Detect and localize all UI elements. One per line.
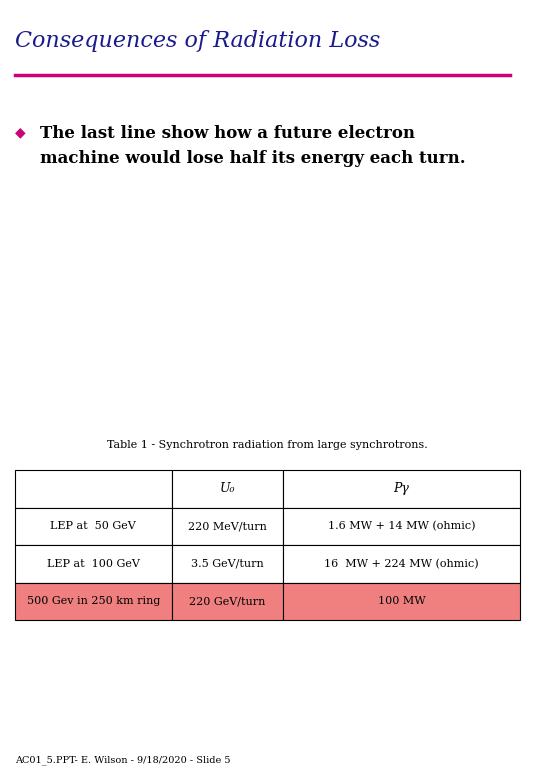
Bar [282,508,520,545]
Text: Pγ: Pγ [393,482,409,495]
Bar [15,508,172,545]
Text: ◆: ◆ [15,125,25,139]
Bar [15,583,172,620]
Text: U₀: U₀ [219,482,235,495]
Text: LEP at  100 GeV: LEP at 100 GeV [47,558,140,569]
Bar [15,470,172,508]
Text: 220 MeV/turn: 220 MeV/turn [188,521,267,531]
Text: 3.5 GeV/turn: 3.5 GeV/turn [191,558,264,569]
Text: Table 1 - Synchrotron radiation from large synchrotrons.: Table 1 - Synchrotron radiation from lar… [107,440,428,450]
Bar [172,545,282,583]
Bar [172,508,282,545]
Text: AC01_5.PPT- E. Wilson - 9/18/2020 - Slide 5: AC01_5.PPT- E. Wilson - 9/18/2020 - Slid… [15,755,231,764]
Bar [282,545,520,583]
Text: 100 MW: 100 MW [377,596,425,606]
Text: 500 Gev in 250 km ring: 500 Gev in 250 km ring [26,596,160,606]
Bar [15,545,172,583]
Text: LEP at  50 GeV: LEP at 50 GeV [50,521,136,531]
Bar [282,470,520,508]
Text: The last line show how a future electron: The last line show how a future electron [40,125,415,142]
Bar [282,583,520,620]
Text: machine would lose half its energy each turn.: machine would lose half its energy each … [40,150,465,167]
Bar [172,470,282,508]
Text: 1.6 MW + 14 MW (ohmic): 1.6 MW + 14 MW (ohmic) [328,521,475,531]
Text: Consequences of Radiation Loss: Consequences of Radiation Loss [15,30,380,52]
Text: 16  MW + 224 MW (ohmic): 16 MW + 224 MW (ohmic) [324,558,478,569]
Text: 220 GeV/turn: 220 GeV/turn [189,596,265,606]
Bar [172,583,282,620]
